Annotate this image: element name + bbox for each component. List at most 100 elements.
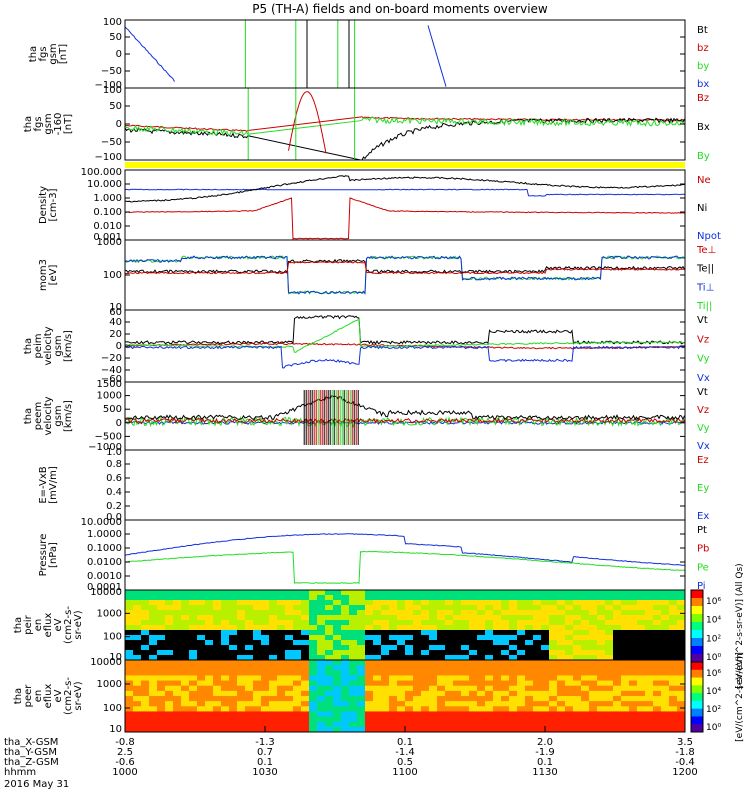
spectrogram-cell	[677, 635, 686, 641]
spectrogram-cell	[645, 640, 654, 646]
spectrogram-cell	[389, 726, 398, 733]
spectrogram-cell	[437, 650, 446, 656]
y-tick-label: 50	[109, 101, 122, 112]
spectrogram-cell	[149, 716, 158, 723]
spectrogram-cell	[533, 615, 542, 621]
spectrogram-cell	[509, 716, 518, 723]
spectrogram-cell	[269, 605, 278, 611]
y-axis-label: Pressure [nPa]	[38, 534, 59, 577]
spectrogram-cell	[389, 701, 398, 707]
spectrogram-cell	[485, 590, 494, 596]
spectrogram-cell	[285, 610, 294, 616]
spectrogram-cell	[301, 610, 310, 616]
spectrogram-cell	[341, 696, 350, 702]
spectrogram-cell	[277, 696, 286, 702]
spectrogram-cell	[517, 706, 526, 712]
spectrogram-cell	[637, 696, 646, 702]
spectrogram-cell	[653, 675, 662, 682]
spectrogram-cell	[205, 726, 214, 733]
spectrogram-cell	[381, 696, 390, 702]
spectrogram-cell	[189, 625, 198, 631]
spectrogram-cell	[621, 645, 630, 651]
spectrogram-cell	[157, 660, 166, 666]
spectrogram-cell	[189, 721, 198, 728]
spectrogram-cell	[413, 655, 422, 661]
y-axis-label: tha fgs gsm [nT]	[28, 43, 69, 64]
spectrogram-cell	[341, 721, 350, 728]
x-row-value: 1030	[252, 767, 277, 778]
spectrogram-cell	[309, 690, 318, 697]
y-axis-label-line: en	[33, 619, 44, 632]
spectrogram-cell	[165, 605, 174, 611]
spectrogram-cell	[213, 690, 222, 697]
spectrogram-cell	[429, 630, 438, 636]
panel-2-series	[124, 87, 686, 168]
spectrogram-cell	[517, 721, 526, 728]
spectrogram-cell	[605, 615, 614, 621]
spectrogram-cell	[445, 620, 454, 626]
y-axis-label-line: peem	[33, 402, 44, 430]
spectrogram-cell	[525, 675, 534, 682]
spectrogram-cell	[213, 716, 222, 723]
spectrogram-cell	[285, 625, 294, 631]
spectrogram-cell	[645, 690, 654, 697]
spectrogram-cell	[125, 610, 134, 616]
spectrogram-cell	[405, 605, 414, 611]
spectrogram-cell	[677, 706, 686, 712]
spectrogram-cell	[165, 711, 174, 718]
spectrogram-cell	[365, 716, 374, 723]
spectrogram-cell	[605, 685, 614, 692]
spectrogram-cell	[357, 610, 366, 616]
spectrogram-cell	[469, 605, 478, 611]
spectrogram-cell	[309, 726, 318, 733]
spectrogram-cell	[165, 726, 174, 733]
spectrogram-cell	[149, 630, 158, 636]
spectrogram-cell	[485, 655, 494, 661]
spectrogram-cell	[277, 721, 286, 728]
spectrogram-cell	[381, 615, 390, 621]
spectrogram-cell	[389, 655, 398, 661]
y-axis-label: mom3 [eV]	[38, 259, 59, 291]
spectrogram-cell	[573, 665, 582, 671]
spectrogram-cell	[573, 630, 582, 636]
spectrogram-cell	[325, 701, 334, 707]
spectrogram-cell	[149, 595, 158, 601]
y-tick-label: 1000	[97, 237, 122, 248]
spectrogram-cell	[261, 670, 270, 676]
spectrogram-cell	[205, 610, 214, 616]
spectrogram-cell	[581, 660, 590, 666]
spectrogram-cell	[437, 655, 446, 661]
spectrogram-cell	[253, 640, 262, 646]
spectrogram-cell	[141, 685, 150, 692]
spectrogram-cell	[397, 701, 406, 707]
spectrogram-cell	[333, 610, 342, 616]
spectrogram-cell	[325, 726, 334, 733]
spectrogram-cell	[613, 605, 622, 611]
spectrogram-cell	[653, 650, 662, 656]
spectrogram-cell	[293, 680, 302, 687]
spectrogram-cell	[533, 706, 542, 712]
spectrogram-cell	[501, 600, 510, 606]
spectrogram-cell	[677, 620, 686, 626]
spectrogram-cell	[421, 680, 430, 687]
spectrogram-cell	[589, 721, 598, 728]
spectrogram-cell	[597, 716, 606, 723]
spectrogram-cell	[525, 645, 534, 651]
spectrogram-cell	[277, 685, 286, 692]
spectrogram-cell	[285, 650, 294, 656]
spectrogram-cell	[621, 650, 630, 656]
x-row-value: 0.1	[397, 737, 413, 748]
spectrogram-cell	[157, 625, 166, 631]
spectrogram-cell	[509, 701, 518, 707]
spectrogram-cell	[605, 665, 614, 671]
spectrogram-cell	[333, 635, 342, 641]
spectrogram-cell	[661, 600, 670, 606]
y-axis-label-line: Pressure	[38, 534, 49, 577]
spectrogram-cell	[269, 635, 278, 641]
spectrogram-cell	[517, 696, 526, 702]
spectrogram-cell	[197, 655, 206, 661]
spectrogram-cell	[245, 650, 254, 656]
y-tick-label: 1000	[97, 608, 122, 619]
spectrogram-cell	[133, 655, 142, 661]
spectrogram-cell	[325, 670, 334, 676]
